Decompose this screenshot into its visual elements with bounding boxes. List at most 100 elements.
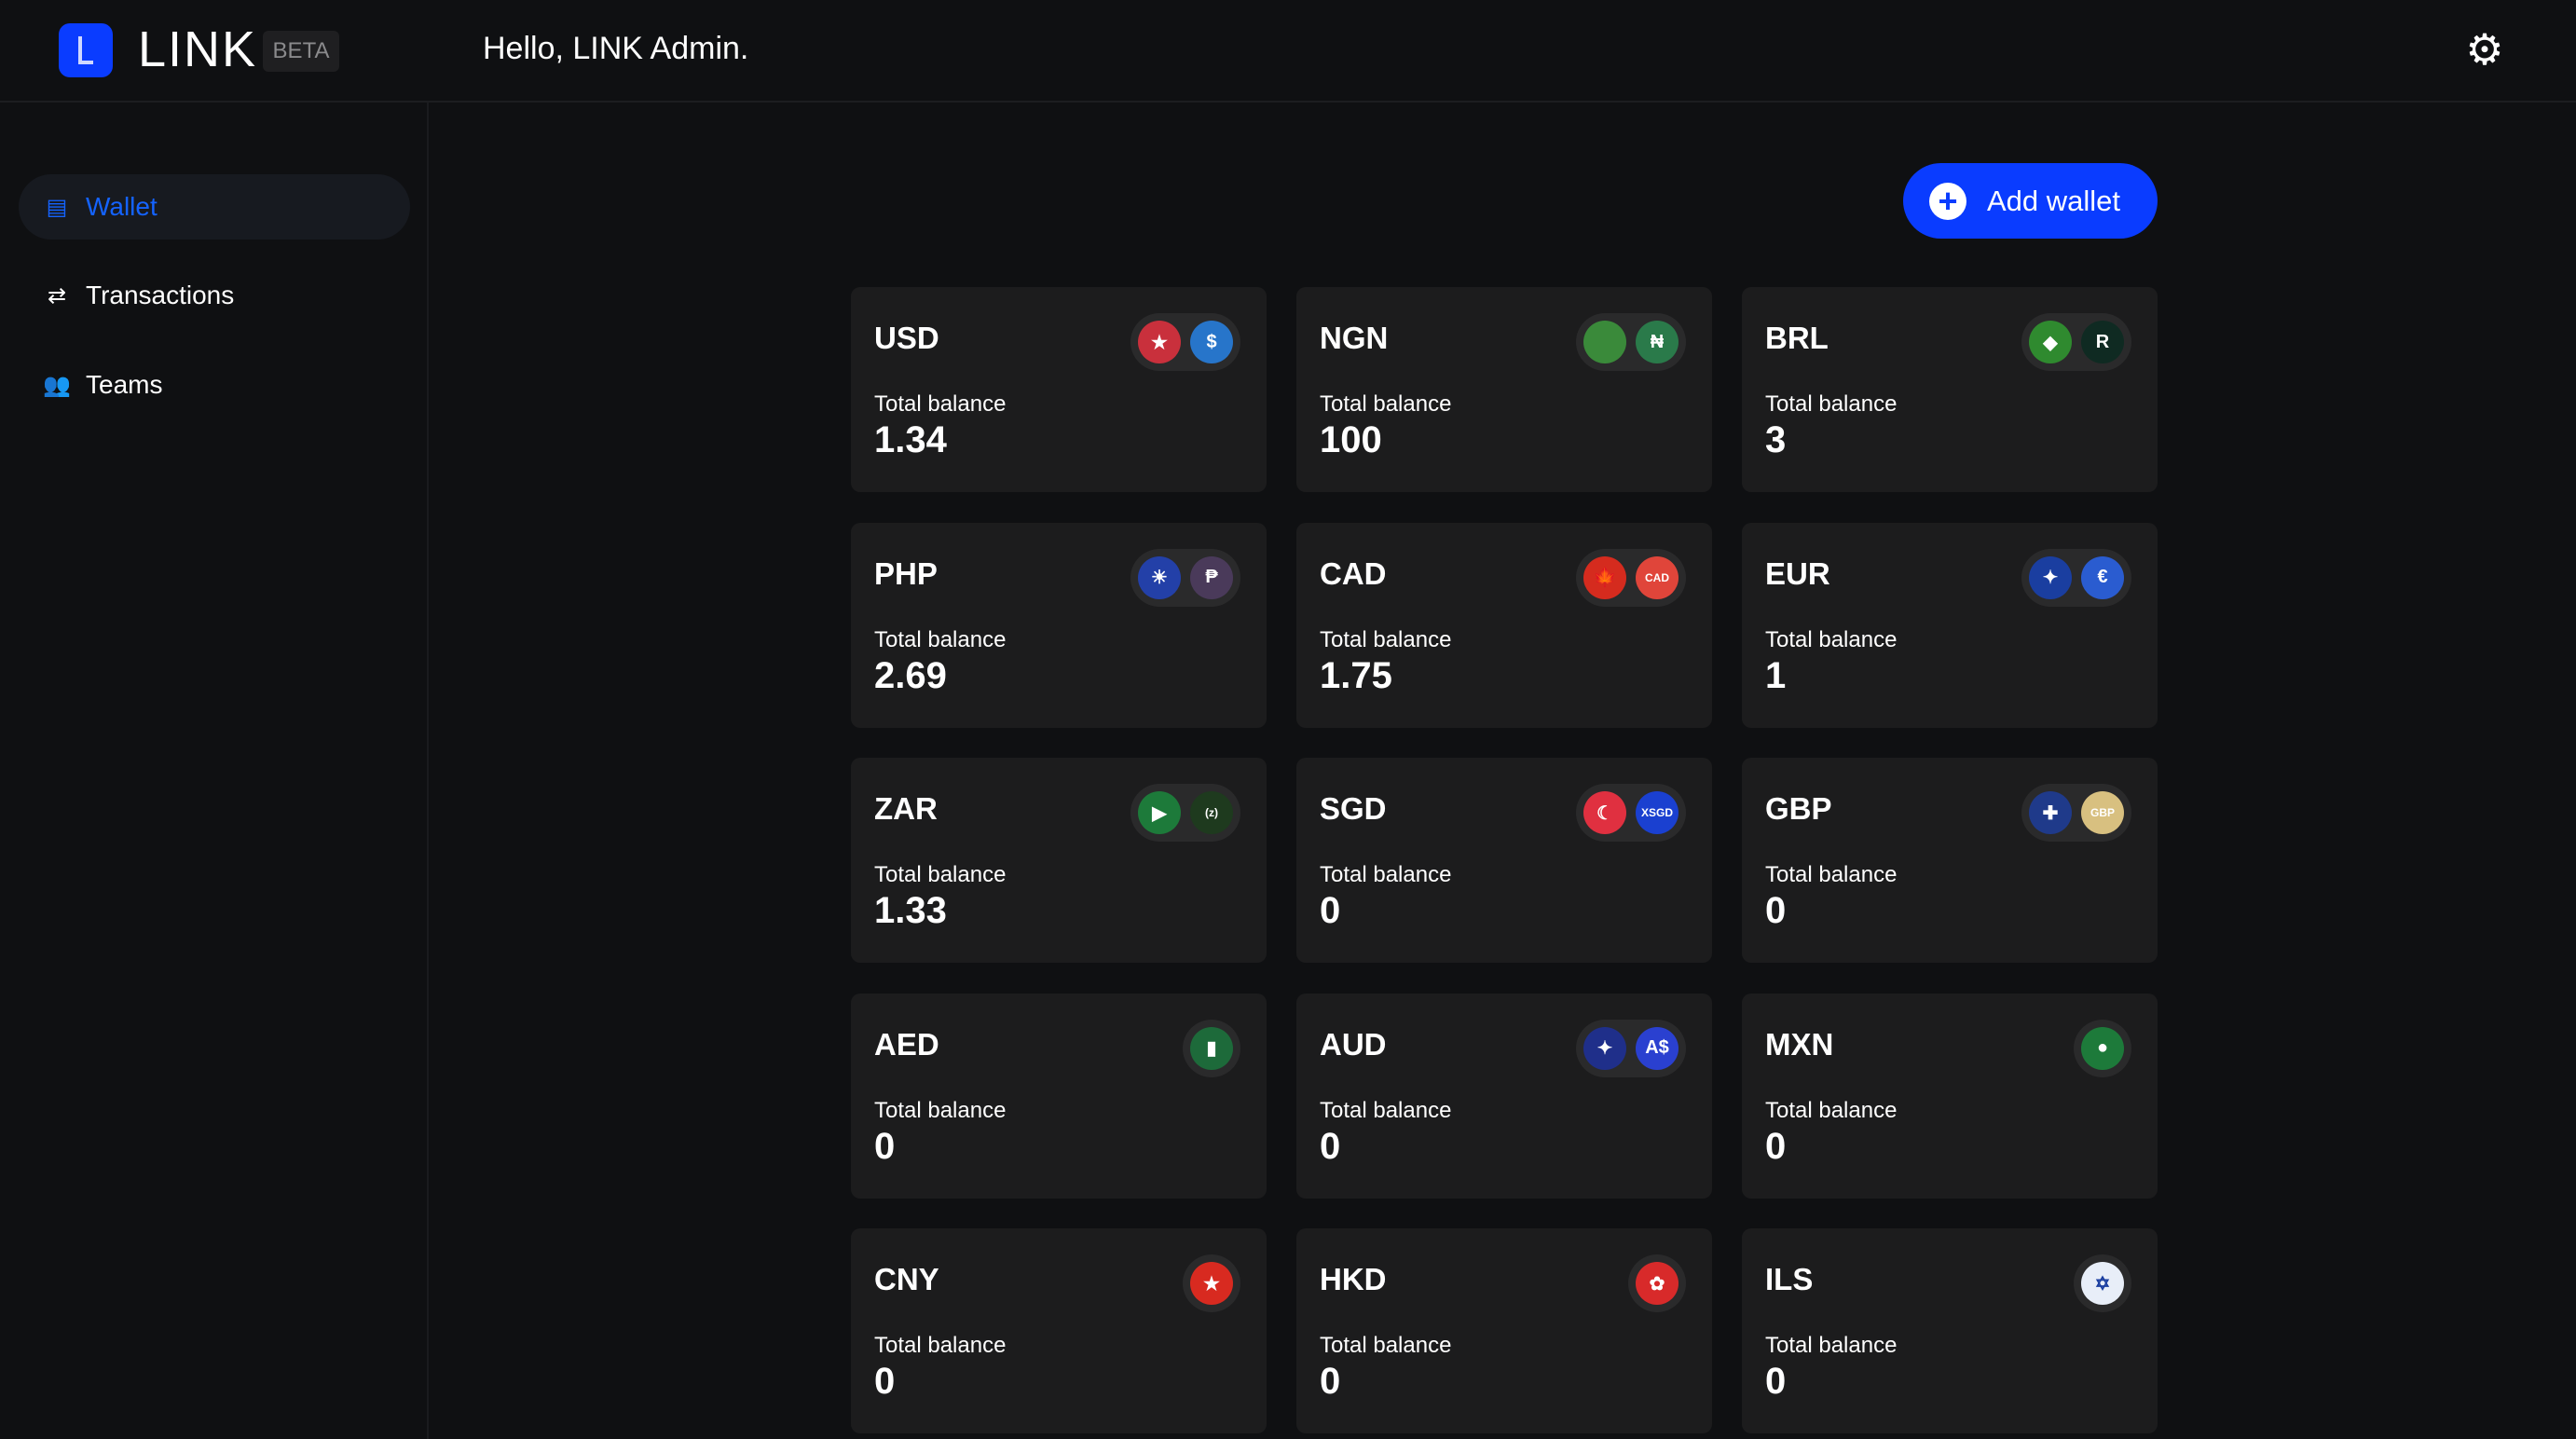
currency-code: SGD <box>1320 791 1387 826</box>
sidebar: ▤ Wallet ⇄ Transactions 👥 Teams <box>0 103 429 1439</box>
currency-coin-icon: ☀ <box>1138 555 1181 599</box>
currency-coin-icon <box>1583 321 1626 363</box>
currency-code: ILS <box>1765 1262 1814 1296</box>
settings-gear-icon[interactable]: ⚙ <box>2465 25 2504 74</box>
balance-value: 0 <box>874 1125 896 1167</box>
currency-coin-icon: ✡ <box>2081 1262 2124 1305</box>
currency-coin-icon: ● <box>2081 1026 2124 1070</box>
balance-value: 1 <box>1765 654 1787 696</box>
wallet-card-hkd[interactable]: HKD ✿ Total balance 0 <box>1296 1228 1712 1433</box>
currency-icons: ✿ <box>1628 1254 1686 1312</box>
wallet-card-eur[interactable]: EUR ✦ € Total balance 1 <box>1742 522 2158 728</box>
currency-coin-icon: ★ <box>1138 321 1181 363</box>
total-balance-label: Total balance <box>1320 391 1452 417</box>
sidebar-item-transactions[interactable]: ⇄ Transactions <box>19 263 410 328</box>
currency-code: HKD <box>1320 1262 1387 1296</box>
balance-value: 1.75 <box>1320 654 1392 696</box>
people-icon: 👥 <box>43 372 71 398</box>
wallet-card-mxn[interactable]: MXN ● Total balance 0 <box>1742 993 2158 1199</box>
total-balance-label: Total balance <box>1320 1097 1452 1123</box>
currency-coin-icon: ₱ <box>1190 555 1233 599</box>
brand-name: LINK <box>138 21 258 77</box>
balance-value: 0 <box>874 1361 896 1402</box>
currency-coin-icon: ✦ <box>1583 1026 1626 1070</box>
wallet-icon: ▤ <box>46 194 68 220</box>
currency-code: CNY <box>874 1262 939 1296</box>
total-balance-label: Total balance <box>874 1097 1007 1123</box>
currency-icons: ◆ R <box>2021 313 2131 371</box>
wallet-card-gbp[interactable]: GBP ✚ GBP Total balance 0 <box>1742 758 2158 963</box>
total-balance-label: Total balance <box>1320 626 1452 652</box>
sidebar-item-label: Teams <box>86 370 163 399</box>
currency-icons: ● <box>2074 1019 2131 1077</box>
currency-coin-icon: A$ <box>1636 1026 1679 1070</box>
total-balance-label: Total balance <box>1765 862 1898 887</box>
currency-code: ZAR <box>874 791 938 826</box>
total-balance-label: Total balance <box>1765 1097 1898 1123</box>
currency-icons: ₦ <box>1576 313 1686 371</box>
currency-coin-icon: € <box>2081 555 2124 599</box>
balance-value: 1.33 <box>874 890 947 931</box>
link-logo-icon[interactable] <box>59 23 113 77</box>
currency-icons: ★ $ <box>1130 313 1240 371</box>
total-balance-label: Total balance <box>874 862 1007 887</box>
wallet-card-ils[interactable]: ILS ✡ Total balance 0 <box>1742 1228 2158 1433</box>
balance-value: 100 <box>1320 419 1382 460</box>
total-balance-label: Total balance <box>1765 391 1898 417</box>
add-wallet-button[interactable]: + Add wallet <box>1903 163 2158 239</box>
balance-value: 0 <box>1320 1125 1341 1167</box>
currency-icons: ✦ € <box>2021 548 2131 607</box>
currency-coin-icon: ▶ <box>1138 791 1181 834</box>
beta-badge: BETA <box>263 31 339 72</box>
currency-icons: ★ <box>1183 1254 1240 1312</box>
total-balance-label: Total balance <box>1320 862 1452 887</box>
wallet-card-aud[interactable]: AUD ✦ A$ Total balance 0 <box>1296 993 1712 1199</box>
currency-icons: ✚ GBP <box>2021 784 2131 842</box>
plus-icon: + <box>1929 182 1966 220</box>
sidebar-item-teams[interactable]: 👥 Teams <box>19 352 410 418</box>
total-balance-label: Total balance <box>1765 1333 1898 1358</box>
top-header: LINK BETA Hello, LINK Admin. ⚙ <box>0 0 2576 103</box>
currency-coin-icon: ★ <box>1190 1262 1233 1305</box>
wallet-card-aed[interactable]: AED ▮ Total balance 0 <box>851 993 1267 1199</box>
currency-coin-icon: (z) <box>1190 791 1233 834</box>
currency-coin-icon: ☾ <box>1583 791 1626 834</box>
balance-value: 3 <box>1765 419 1787 460</box>
total-balance-label: Total balance <box>1320 1333 1452 1358</box>
total-balance-label: Total balance <box>874 391 1007 417</box>
balance-value: 0 <box>1765 890 1787 931</box>
arrows-icon: ⇄ <box>47 282 67 308</box>
currency-code: EUR <box>1765 555 1830 591</box>
wallet-card-usd[interactable]: USD ★ $ Total balance 1.34 <box>851 287 1267 492</box>
balance-value: 2.69 <box>874 654 947 696</box>
wallet-card-brl[interactable]: BRL ◆ R Total balance 3 <box>1742 287 2158 492</box>
currency-code: MXN <box>1765 1026 1834 1062</box>
currency-code: PHP <box>874 555 938 591</box>
wallet-card-cny[interactable]: CNY ★ Total balance 0 <box>851 1228 1267 1433</box>
wallet-card-php[interactable]: PHP ☀ ₱ Total balance 2.69 <box>851 522 1267 728</box>
wallet-card-cad[interactable]: CAD 🍁 CAD Total balance 1.75 <box>1296 522 1712 728</box>
sidebar-item-label: Transactions <box>86 281 235 309</box>
currency-coin-icon: GBP <box>2081 791 2124 834</box>
currency-icons: ☾ XSGD <box>1576 784 1686 842</box>
wallet-card-sgd[interactable]: SGD ☾ XSGD Total balance 0 <box>1296 758 1712 963</box>
currency-icons: 🍁 CAD <box>1576 548 1686 607</box>
balance-value: 1.34 <box>874 419 947 460</box>
currency-coin-icon: ▮ <box>1190 1026 1233 1070</box>
currency-coin-icon: CAD <box>1636 555 1679 599</box>
currency-code: AUD <box>1320 1026 1387 1062</box>
currency-code: BRL <box>1765 321 1829 355</box>
currency-coin-icon: ✚ <box>2029 791 2072 834</box>
currency-coin-icon: ₦ <box>1636 321 1679 363</box>
sidebar-item-label: Wallet <box>86 192 158 221</box>
balance-value: 0 <box>1320 1361 1341 1402</box>
sidebar-item-wallet[interactable]: ▤ Wallet <box>19 174 410 240</box>
currency-icons: ☀ ₱ <box>1130 548 1240 607</box>
currency-icons: ✦ A$ <box>1576 1019 1686 1077</box>
currency-code: GBP <box>1765 791 1832 826</box>
wallet-card-ngn[interactable]: NGN ₦ Total balance 100 <box>1296 287 1712 492</box>
currency-icons: ▶ (z) <box>1130 784 1240 842</box>
currency-coin-icon: XSGD <box>1636 791 1679 834</box>
currency-icons: ✡ <box>2074 1254 2131 1312</box>
wallet-card-zar[interactable]: ZAR ▶ (z) Total balance 1.33 <box>851 758 1267 963</box>
